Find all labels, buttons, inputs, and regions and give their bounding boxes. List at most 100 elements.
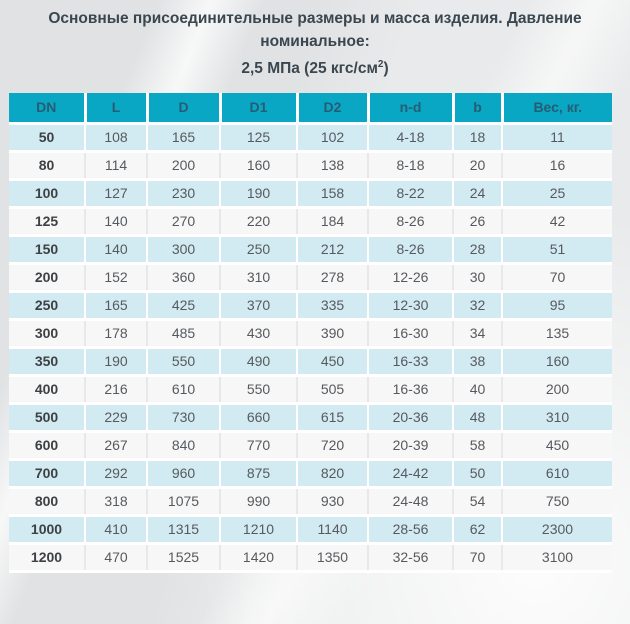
table-cell: 610 — [502, 459, 612, 489]
table-cell: 278 — [297, 263, 369, 293]
table-row: 500 229 730 660 615 20-36 48 310 — [9, 403, 612, 433]
table-cell: 350 — [9, 347, 86, 377]
table-cell: 1350 — [297, 543, 369, 573]
table-cell: 430 — [220, 319, 298, 349]
table-cell: 24-42 — [368, 459, 454, 489]
table-cell: 80 — [9, 151, 86, 181]
superscript-2: 2 — [377, 59, 384, 70]
table-row: 100 127 230 190 158 8-22 24 25 — [9, 179, 612, 209]
table-row: 250 165 425 370 335 12-30 32 95 — [9, 291, 612, 321]
table-cell: 138 — [297, 151, 369, 181]
table-cell: 28 — [453, 235, 503, 265]
column-header-ves: Вес, кг. — [502, 93, 612, 125]
table-cell: 615 — [297, 403, 369, 433]
table-cell: 24-48 — [368, 487, 454, 517]
table-cell: 875 — [220, 459, 298, 489]
table-cell: 450 — [297, 347, 369, 377]
table-cell: 700 — [9, 459, 86, 489]
table-cell: 42 — [502, 207, 612, 237]
table-row: 1000 410 1315 1210 1140 28-56 62 2300 — [9, 515, 612, 545]
table-cell: 200 — [502, 375, 612, 405]
table-cell: 24 — [453, 179, 503, 209]
table-cell: 190 — [85, 347, 148, 377]
table-cell: 8-18 — [368, 151, 454, 181]
table-cell: 40 — [453, 375, 503, 405]
pressure-value-close: ) — [383, 60, 389, 78]
spec-table-body: 50 108 165 125 102 4-18 18 11 80 114 200 160 138 8-18… — [9, 123, 612, 573]
table-cell: 930 — [297, 487, 369, 517]
table-row: 300 178 485 430 390 16-30 34 135 — [9, 319, 612, 349]
table-cell: 720 — [297, 431, 369, 461]
table-cell: 660 — [220, 403, 298, 433]
table-cell: 485 — [147, 319, 221, 349]
table-cell: 62 — [453, 515, 503, 545]
table-cell: 425 — [147, 291, 221, 321]
table-cell: 370 — [220, 291, 298, 321]
table-cell: 20-39 — [368, 431, 454, 461]
table-cell: 750 — [502, 487, 612, 517]
table-cell: 8-26 — [368, 207, 454, 237]
table-cell: 730 — [147, 403, 221, 433]
table-cell: 300 — [9, 319, 86, 349]
table-cell: 114 — [85, 151, 148, 181]
table-cell: 310 — [502, 403, 612, 433]
table-cell: 470 — [85, 543, 148, 573]
table-cell: 335 — [297, 291, 369, 321]
table-cell: 184 — [297, 207, 369, 237]
table-cell: 200 — [147, 151, 221, 181]
table-cell: 16-33 — [368, 347, 454, 377]
table-cell: 8-22 — [368, 179, 454, 209]
table-cell: 1075 — [147, 487, 221, 517]
table-cell: 12-26 — [368, 263, 454, 293]
table-cell: 178 — [85, 319, 148, 349]
table-cell: 2300 — [502, 515, 612, 545]
column-header-d2: D2 — [297, 93, 370, 125]
table-cell: 20-36 — [368, 403, 454, 433]
table-cell: 160 — [220, 151, 298, 181]
table-cell: 960 — [147, 459, 221, 489]
table-cell: 26 — [453, 207, 503, 237]
column-header-d1: D1 — [220, 93, 299, 125]
table-cell: 11 — [502, 123, 612, 153]
table-cell: 250 — [220, 235, 298, 265]
table-cell: 310 — [220, 263, 298, 293]
table-cell: 125 — [220, 123, 298, 153]
column-header-b: b — [453, 93, 504, 125]
table-cell: 135 — [502, 319, 612, 349]
table-cell: 70 — [502, 263, 612, 293]
table-cell: 32-56 — [368, 543, 454, 573]
table-cell: 127 — [85, 179, 148, 209]
table-cell: 30 — [453, 263, 503, 293]
page-title-line2: 2,5 МПа (25 кгс/см2) — [0, 53, 630, 80]
table-cell: 51 — [502, 235, 612, 265]
table-cell: 25 — [502, 179, 612, 209]
table-cell: 1315 — [147, 515, 221, 545]
table-cell: 390 — [297, 319, 369, 349]
table-cell: 58 — [453, 431, 503, 461]
table-cell: 125 — [9, 207, 86, 237]
table-cell: 102 — [297, 123, 369, 153]
table-cell: 450 — [502, 431, 612, 461]
table-cell: 190 — [220, 179, 298, 209]
table-cell: 300 — [147, 235, 221, 265]
table-cell: 229 — [85, 403, 148, 433]
table-cell: 200 — [9, 263, 86, 293]
table-cell: 16 — [502, 151, 612, 181]
table-cell: 216 — [85, 375, 148, 405]
table-cell: 550 — [220, 375, 298, 405]
pressure-value: 2,5 МПа (25 кгс/см — [241, 60, 378, 78]
table-cell: 4-18 — [368, 123, 454, 153]
column-header-n-d: n-d — [368, 93, 455, 125]
table-cell: 410 — [85, 515, 148, 545]
table-cell: 152 — [85, 263, 148, 293]
table-cell: 165 — [85, 291, 148, 321]
table-cell: 1525 — [147, 543, 221, 573]
table-cell: 32 — [453, 291, 503, 321]
table-cell: 212 — [297, 235, 369, 265]
table-cell: 1200 — [9, 543, 86, 573]
table-row: 350 190 550 490 450 16-33 38 160 — [9, 347, 612, 377]
table-row: 800 318 1075 990 930 24-48 54 750 — [9, 487, 612, 517]
column-header-l: L — [85, 93, 149, 125]
table-cell: 100 — [9, 179, 86, 209]
table-cell: 505 — [297, 375, 369, 405]
